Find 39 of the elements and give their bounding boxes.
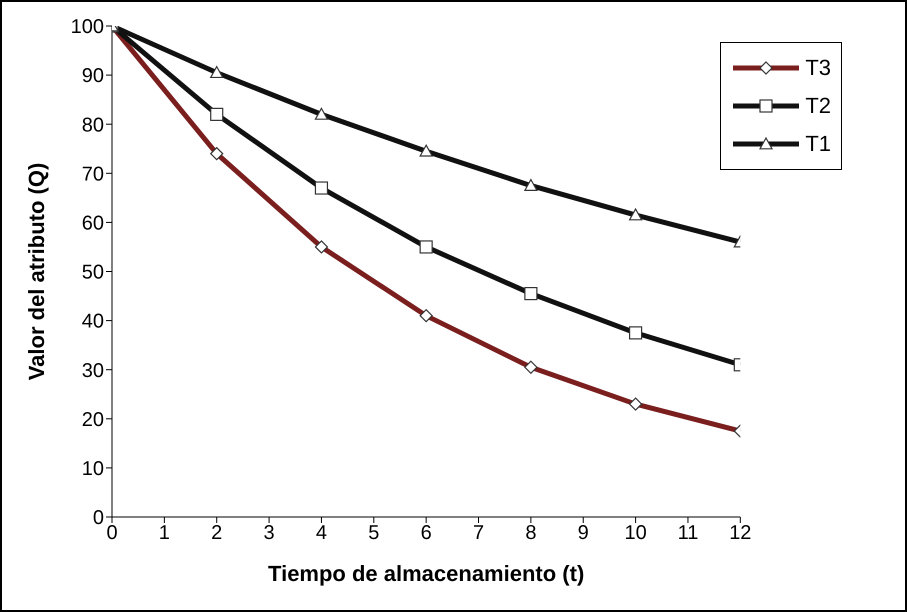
- point: [314, 108, 328, 120]
- y-axis-title: Valor del atributo (Q): [24, 162, 49, 380]
- y-tick-label: 100: [70, 16, 104, 38]
- y-tick-label: 30: [82, 360, 104, 382]
- point: [524, 286, 538, 300]
- point: [210, 108, 224, 121]
- point: [628, 208, 642, 220]
- point: [314, 181, 328, 195]
- y-tick-label: 70: [82, 163, 104, 186]
- y-tick-label: 80: [82, 114, 104, 136]
- x-tick-label: 2: [211, 522, 222, 544]
- point: [420, 240, 433, 254]
- x-tick-label: 11: [678, 522, 698, 544]
- y-tick-label: 10: [82, 458, 104, 480]
- y-tick-label: 20: [82, 408, 104, 431]
- point: [210, 66, 224, 78]
- x-tick-label: 10: [624, 522, 647, 544]
- x-tick-label: 12: [729, 522, 752, 544]
- point: [628, 326, 642, 340]
- point: [524, 178, 538, 191]
- x-tick-label: 7: [472, 522, 484, 544]
- x-tick-label: 0: [106, 522, 118, 544]
- x-tick-label: 9: [578, 522, 589, 544]
- y-tick-label: 60: [82, 212, 104, 234]
- x-tick-label: 8: [525, 522, 536, 544]
- y-tick-label: 50: [82, 262, 104, 284]
- x-axis-title: Tiempo de almacenamiento (t): [268, 561, 584, 586]
- x-tick-label: 6: [420, 522, 432, 544]
- point: [420, 144, 433, 157]
- y-tick-label: 40: [82, 310, 104, 333]
- legend-label: T1: [805, 131, 831, 157]
- x-tick-label: 3: [264, 522, 275, 544]
- legend-label: T3: [805, 55, 831, 81]
- y-tick-label: 90: [82, 65, 104, 88]
- x-tick-label: 4: [316, 522, 327, 544]
- x-tick-label: 5: [368, 522, 380, 544]
- legend-label: T2: [805, 93, 831, 119]
- y-tick-label: 0: [92, 507, 104, 530]
- x-tick-label: 1: [158, 522, 170, 544]
